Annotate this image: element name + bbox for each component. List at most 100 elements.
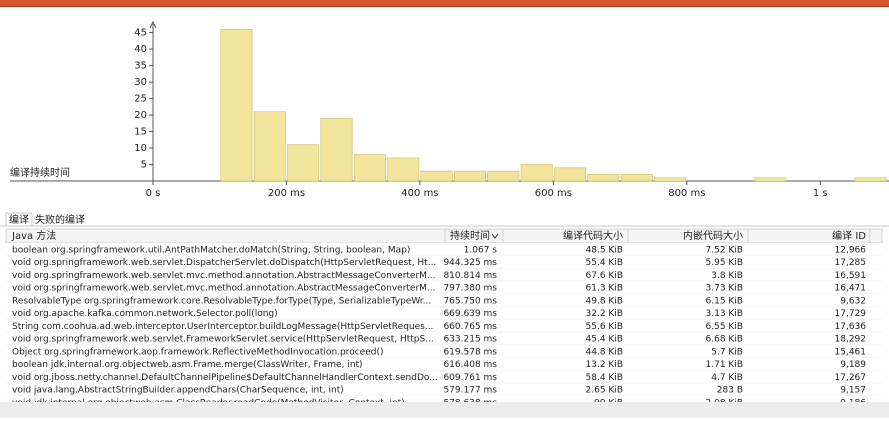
method-cell: void org.apache.kafka.common.network.Sel… [12,309,278,319]
bar [353,154,386,182]
value-cell: 45.4 KiB [586,335,623,345]
bar [520,164,553,182]
table-row[interactable] [6,357,882,371]
bar [587,174,620,182]
value-cell: 55.6 KiB [586,322,623,332]
value-cell: 1.71 KiB [706,360,743,370]
x-tick-label: 800 ms [668,188,705,199]
axis-arrow [149,20,157,29]
value-cell: 16,471 [835,284,867,294]
table-row[interactable] [6,294,882,307]
value-cell: 2.65 KiB [586,386,623,396]
value-cell: 609.761 ms [443,373,497,383]
table-row[interactable] [6,281,882,294]
column-header[interactable]: 编译 ID [832,229,866,242]
y-tick-label: 10 [134,143,147,154]
method-cell: String com.coohua.ad.web.interceptor.Use… [12,322,433,332]
x-tick-label: 0 s [146,188,161,199]
value-cell: 9,189 [840,360,866,370]
bar [453,170,486,182]
value-cell: 67.6 KiB [586,271,623,281]
value-cell: 3.8 KiB [711,271,743,281]
table-header [5,228,883,244]
x-tick-label: 1 s [813,188,828,199]
value-cell: 17,729 [835,309,867,319]
value-cell: 5.95 KiB [706,258,743,268]
bar [554,167,587,182]
value-cell: 3.13 KiB [706,309,743,319]
top-bar-edge [0,6,889,7]
tab-active[interactable] [5,212,33,227]
bar [854,177,887,182]
value-cell: 283 B [717,386,743,396]
value-cell: 660.765 ms [443,322,497,332]
top-bar [0,0,889,6]
value-cell: 4.7 KiB [711,373,743,383]
value-cell: 579.177 ms [443,386,497,396]
table-row[interactable] [6,345,882,358]
method-cell: ResolvableType org.springframework.core.… [12,296,431,306]
value-cell: 5.7 KiB [711,347,743,357]
table-row[interactable] [6,306,882,320]
bar [287,144,320,182]
tab-label[interactable]: 编译 [9,213,29,226]
value-cell: 669.639 ms [443,309,497,319]
y-axis-label: 编译持续时间 [10,166,70,179]
table-row[interactable] [6,383,882,396]
value-cell: 6.15 KiB [706,296,743,306]
value-cell: 58.4 KiB [586,373,623,383]
column-header[interactable]: Java 方法 [11,229,56,242]
value-cell: 44.8 KiB [586,347,623,357]
value-cell: 9,632 [840,296,866,306]
bar [387,157,420,182]
value-cell: 32.2 KiB [586,309,623,319]
value-cell: 7.52 KiB [706,245,743,255]
value-cell: 17,285 [835,258,867,268]
value-cell: 16,591 [835,271,867,281]
value-cell: 17,267 [835,373,867,383]
value-cell: 12,966 [835,245,867,255]
value-cell: 944.325 ms [443,258,497,268]
column-header[interactable]: 编译代码大小 [563,229,623,242]
value-cell: 6.55 KiB [706,322,743,332]
value-cell: 619.578 ms [443,347,497,357]
table-row[interactable] [6,319,882,333]
value-cell: 633.215 ms [443,335,497,345]
method-cell: boolean org.springframework.util.AntPath… [12,245,410,255]
bar [754,177,787,182]
method-cell: Object org.springframework.aop.framework… [12,347,384,357]
y-tick-label: 30 [134,77,147,88]
y-tick-label: 5 [141,160,147,171]
column-header[interactable]: 内嵌代码大小 [683,229,743,242]
column-header[interactable]: 持续时间 [450,229,490,242]
value-cell: 1.067 s [464,245,498,255]
y-tick-label: 25 [134,94,147,105]
bar [620,174,653,182]
tab-label[interactable]: 失败的编译 [35,213,85,226]
method-cell: void org.springframework.web.servlet.mvc… [12,271,436,281]
bottom-bar [0,402,889,418]
value-cell: 55.4 KiB [586,258,623,268]
table-row[interactable] [6,332,882,345]
bar [320,118,353,182]
bar [220,28,253,182]
table-row[interactable] [6,268,882,282]
value-cell: 810.814 ms [443,271,497,281]
value-cell: 13.2 KiB [586,360,623,370]
method-cell: void org.springframework.web.servlet.Fra… [12,335,434,345]
value-cell: 49.8 KiB [586,296,623,306]
value-cell: 616.408 ms [443,360,497,370]
bar [654,177,687,182]
value-cell: 15,461 [835,347,867,357]
value-cell: 3.73 KiB [706,284,743,294]
value-cell: 797.380 ms [443,284,497,294]
table-row[interactable] [6,370,882,384]
method-cell: boolean jdk.internal.org.objectweb.asm.F… [12,360,363,370]
y-tick-label: 20 [134,110,147,121]
sort-icon[interactable] [491,233,499,239]
table-row[interactable] [6,243,882,256]
y-tick-label: 15 [134,127,147,138]
table-row[interactable] [6,255,882,269]
method-cell: void java.lang.AbstractStringBuilder.app… [12,386,344,396]
